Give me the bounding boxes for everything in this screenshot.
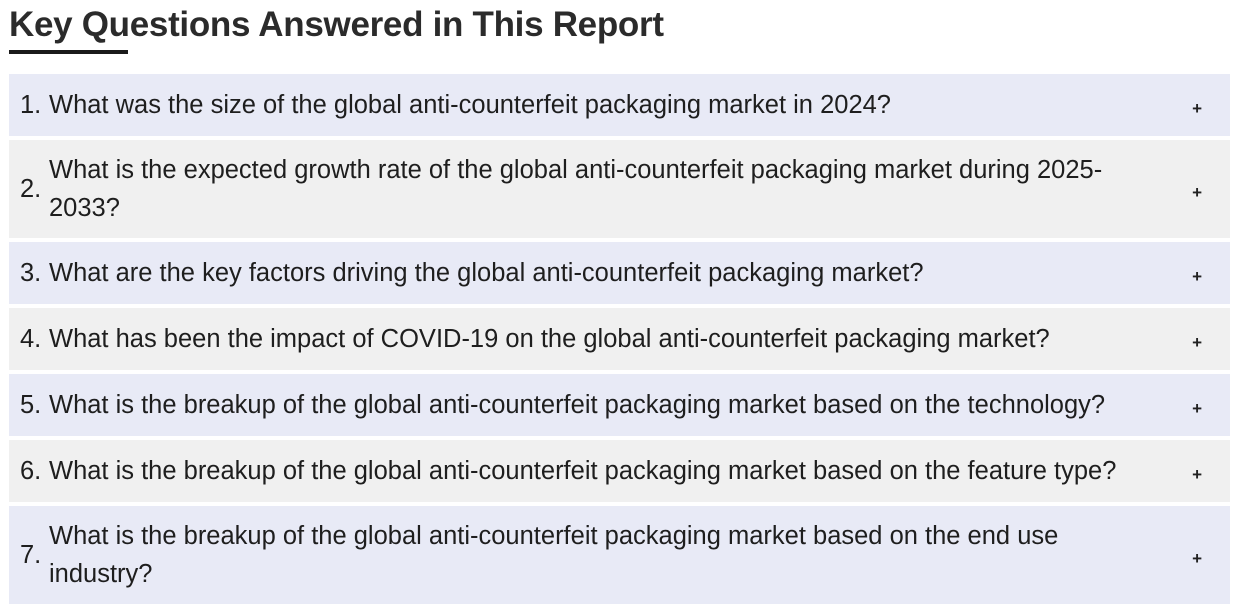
faq-question: What is the breakup of the global anti-c… (49, 457, 1117, 485)
faq-question: What are the key factors driving the glo… (49, 259, 924, 287)
faq-item-6[interactable]: 6. What is the breakup of the global ant… (9, 440, 1230, 502)
plus-icon[interactable]: + (1192, 98, 1202, 118)
plus-icon[interactable]: + (1192, 332, 1202, 352)
plus-icon[interactable]: + (1192, 548, 1202, 568)
faq-question: What is the breakup of the global anti-c… (49, 391, 1106, 419)
faq-number: 5. (20, 391, 42, 419)
faq-item-7[interactable]: 7. What is the breakup of the global ant… (9, 506, 1230, 604)
faq-question: What is the breakup of the global anti-c… (49, 522, 1059, 588)
faq-question: What has been the impact of COVID-19 on … (49, 325, 1050, 353)
faq-number: 4. (20, 325, 42, 353)
faq-number: 3. (20, 259, 42, 287)
plus-icon[interactable]: + (1192, 266, 1202, 286)
faq-item-4[interactable]: 4. What has been the impact of COVID-19 … (9, 308, 1230, 370)
page-heading: Key Questions Answered in This Report (9, 4, 664, 46)
faq-number: 1. (20, 91, 42, 119)
faq-item-2[interactable]: 2. What is the expected growth rate of t… (9, 140, 1230, 238)
page-title: Key Questions Answered in This Report (9, 5, 664, 44)
plus-icon[interactable]: + (1192, 182, 1202, 202)
faq-question: What was the size of the global anti-cou… (49, 91, 891, 119)
faq-number: 7. (20, 541, 42, 569)
faq-item-3[interactable]: 3. What are the key factors driving the … (9, 242, 1230, 304)
faq-list: 1. What was the size of the global anti-… (9, 74, 1230, 608)
faq-item-1[interactable]: 1. What was the size of the global anti-… (9, 74, 1230, 136)
title-underline (9, 50, 128, 54)
plus-icon[interactable]: + (1192, 464, 1202, 484)
faq-number: 6. (20, 457, 42, 485)
plus-icon[interactable]: + (1192, 398, 1202, 418)
faq-question: What is the expected growth rate of the … (49, 156, 1103, 222)
faq-number: 2. (20, 175, 42, 203)
faq-item-5[interactable]: 5. What is the breakup of the global ant… (9, 374, 1230, 436)
